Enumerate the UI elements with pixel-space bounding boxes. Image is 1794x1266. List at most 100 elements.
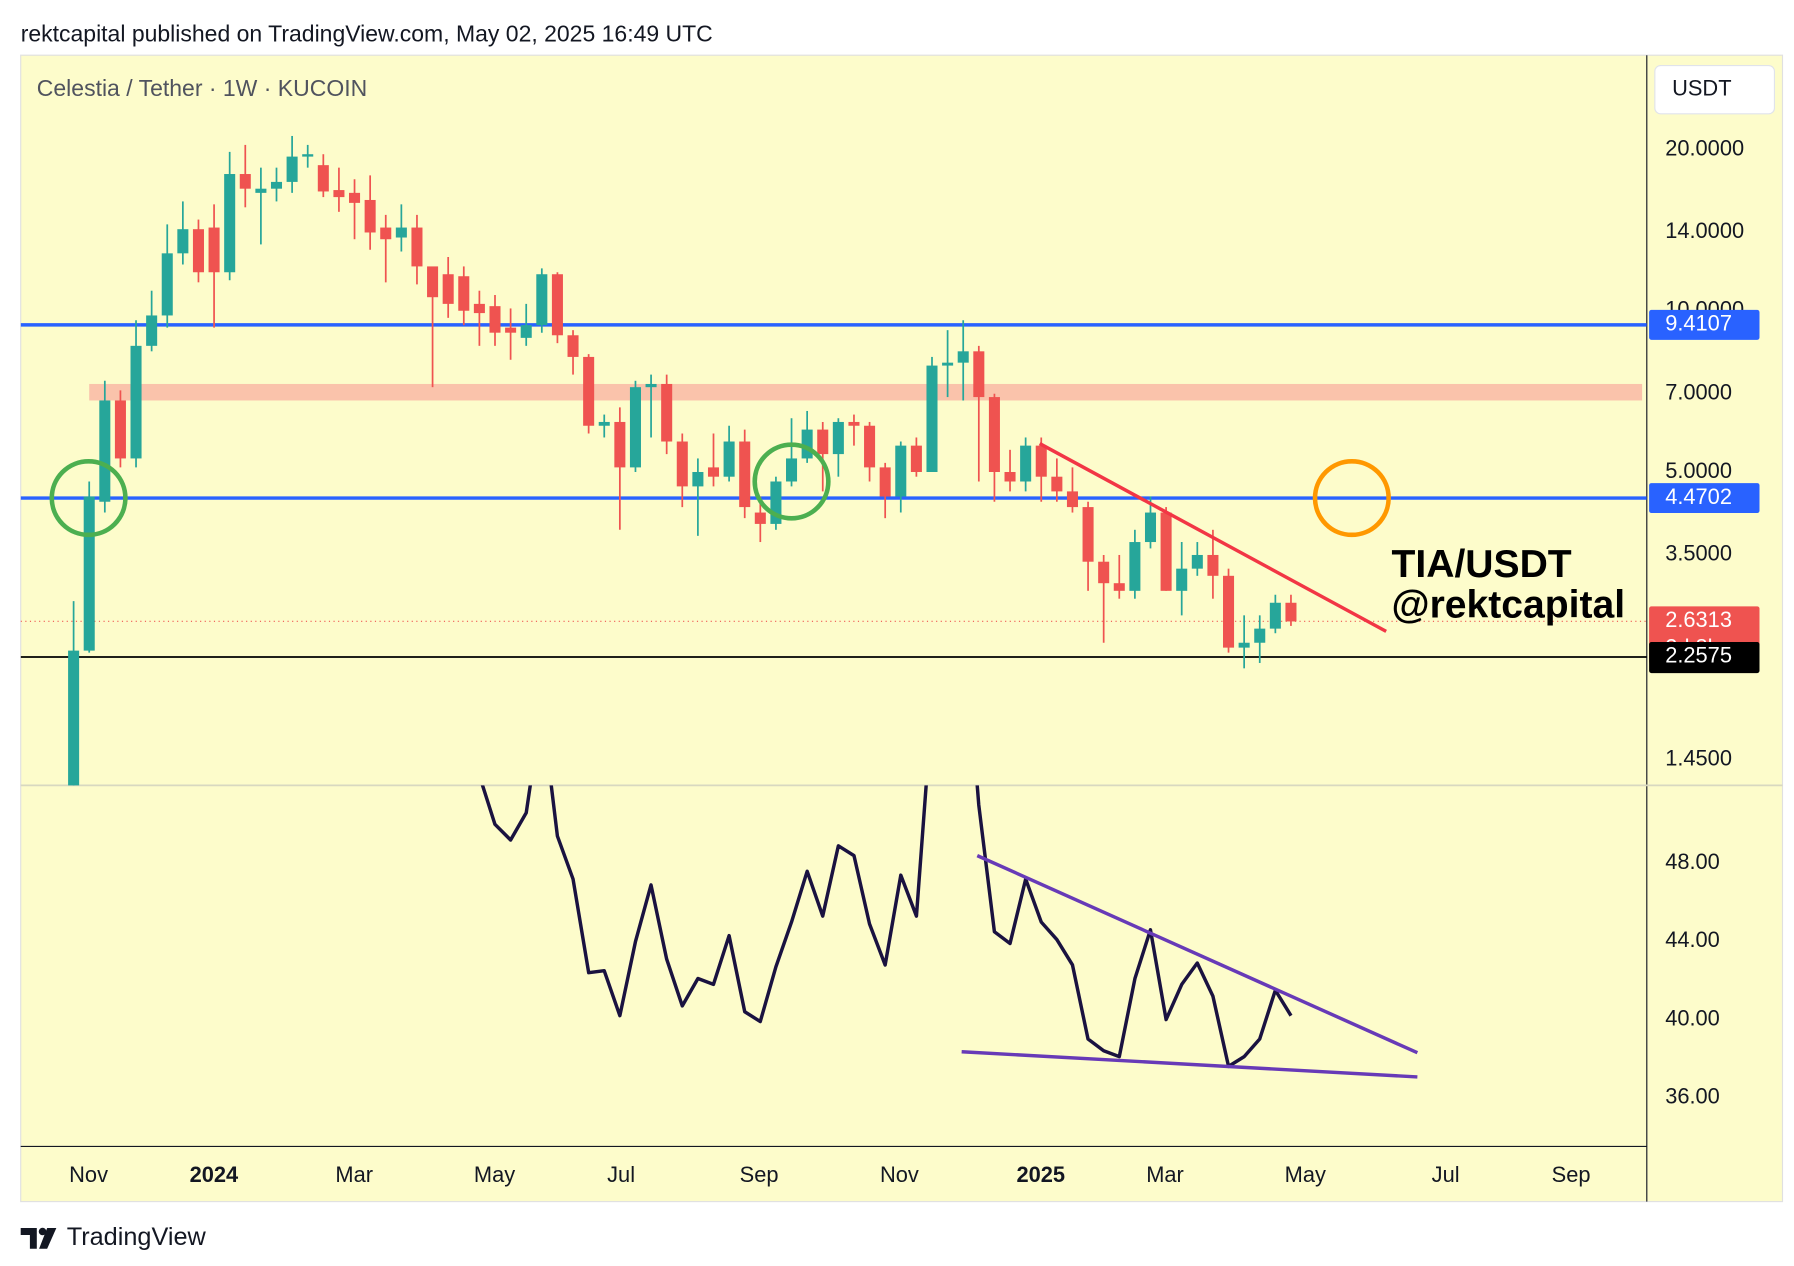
- candle-body: [661, 383, 673, 442]
- price-label: 2.6313: [1665, 607, 1732, 632]
- axes: 20.000014.000010.00007.00005.00003.50002…: [69, 135, 1760, 1187]
- annotation: TIA/USDT: [1392, 543, 1572, 586]
- candle-body: [380, 227, 392, 240]
- candle-body: [427, 266, 439, 298]
- candle-body: [1160, 512, 1172, 591]
- y-tick-label: 3.5000: [1665, 541, 1732, 566]
- candle-body: [1129, 542, 1141, 591]
- rsi-trendline: [961, 1050, 1418, 1079]
- candle-body: [957, 351, 969, 363]
- candle-body: [739, 441, 751, 508]
- currency-label[interactable]: USDT: [1672, 75, 1731, 100]
- candle-body: [754, 512, 766, 524]
- candle-body: [879, 467, 891, 497]
- y-tick-label: 14.0000: [1665, 218, 1744, 243]
- x-tick-label: Mar: [335, 1162, 373, 1187]
- highlight-circle: [49, 458, 128, 538]
- x-tick-label: 2025: [1016, 1162, 1065, 1187]
- price-label-box: [1649, 309, 1760, 340]
- candle-body: [255, 188, 267, 193]
- candle-body: [1238, 642, 1250, 648]
- candle-body: [1004, 471, 1016, 482]
- candle-body: [1285, 602, 1297, 622]
- candle-body: [270, 181, 283, 189]
- x-tick-label: Nov: [69, 1162, 108, 1187]
- candle-body: [364, 199, 376, 233]
- price-pane: [20, 135, 1647, 786]
- candle-body: [895, 445, 907, 497]
- candle-body: [583, 356, 595, 426]
- candle-body: [68, 650, 80, 786]
- candle-body: [1082, 507, 1094, 562]
- candle-body: [1113, 583, 1125, 591]
- logo-dot: [38, 1227, 47, 1236]
- candle-body: [973, 351, 985, 398]
- candle-body: [801, 429, 813, 459]
- candle-body: [333, 190, 345, 198]
- rsi-tick-label: 48.00: [1665, 849, 1720, 874]
- candle-body: [1254, 628, 1266, 643]
- candle-body: [1098, 561, 1110, 584]
- candle-body: [864, 425, 876, 468]
- candle-body: [536, 274, 548, 326]
- candle-body: [848, 421, 860, 426]
- candle-body: [177, 229, 189, 254]
- x-tick-label: Sep: [1552, 1162, 1591, 1187]
- highlight-circle: [752, 442, 831, 521]
- candle-body: [942, 362, 954, 366]
- price-label: 2.2575: [1665, 643, 1732, 668]
- candle-body: [192, 229, 204, 273]
- candle-body: [723, 441, 735, 477]
- chart-area: [20, 54, 1784, 1203]
- y-tick-label: 1.4500: [1665, 746, 1732, 771]
- brand-logo: [20, 1227, 57, 1249]
- rsi-line: [480, 785, 1293, 1069]
- candle-body: [395, 227, 407, 238]
- candle-body: [786, 458, 798, 482]
- candle-body: [239, 174, 251, 189]
- logo-mark: [20, 1228, 37, 1249]
- candle-body: [286, 156, 298, 182]
- candle-body: [1051, 476, 1063, 492]
- trendline: [1038, 442, 1387, 633]
- candle-body: [567, 335, 579, 357]
- candle-body: [1020, 445, 1032, 482]
- candle-body: [99, 400, 111, 502]
- rsi-tick-label: 36.00: [1665, 1083, 1720, 1108]
- candle-body: [473, 303, 485, 314]
- x-tick-label: Jul: [1432, 1162, 1460, 1187]
- price-label: 9.4107: [1665, 311, 1732, 336]
- brand: TradingView: [67, 1223, 207, 1251]
- candle-body: [1269, 602, 1281, 629]
- price-label-box: [1649, 642, 1760, 674]
- candle-body: [614, 421, 626, 468]
- candle-body: [146, 315, 158, 346]
- candle-body: [817, 429, 829, 455]
- currency-button[interactable]: [1654, 64, 1776, 115]
- candle-body: [988, 397, 1000, 472]
- x-tick-label: Sep: [740, 1162, 779, 1187]
- rsi-pane: [480, 785, 1419, 1079]
- x-tick-label: May: [474, 1162, 515, 1187]
- highlight-circle: [1312, 458, 1391, 538]
- candle-body: [505, 327, 517, 333]
- candle-body: [224, 174, 236, 273]
- candle-body: [489, 306, 501, 333]
- price-label-box: [1649, 483, 1760, 514]
- candle-body: [1144, 512, 1157, 543]
- candle-body: [442, 274, 454, 304]
- candle-body: [707, 467, 720, 477]
- y-tick-label: 7.0000: [1665, 379, 1732, 404]
- resistance-zone: [89, 383, 1643, 401]
- candle-body: [551, 274, 563, 336]
- candle-body: [302, 154, 314, 157]
- candle-body: [349, 192, 361, 203]
- candle-body: [645, 383, 657, 388]
- annotation: @rektcapital: [1392, 583, 1626, 626]
- candle-body: [598, 421, 610, 426]
- candle-body: [832, 421, 844, 455]
- x-tick-label: Nov: [880, 1162, 919, 1187]
- price-label: 4.4702: [1665, 484, 1732, 509]
